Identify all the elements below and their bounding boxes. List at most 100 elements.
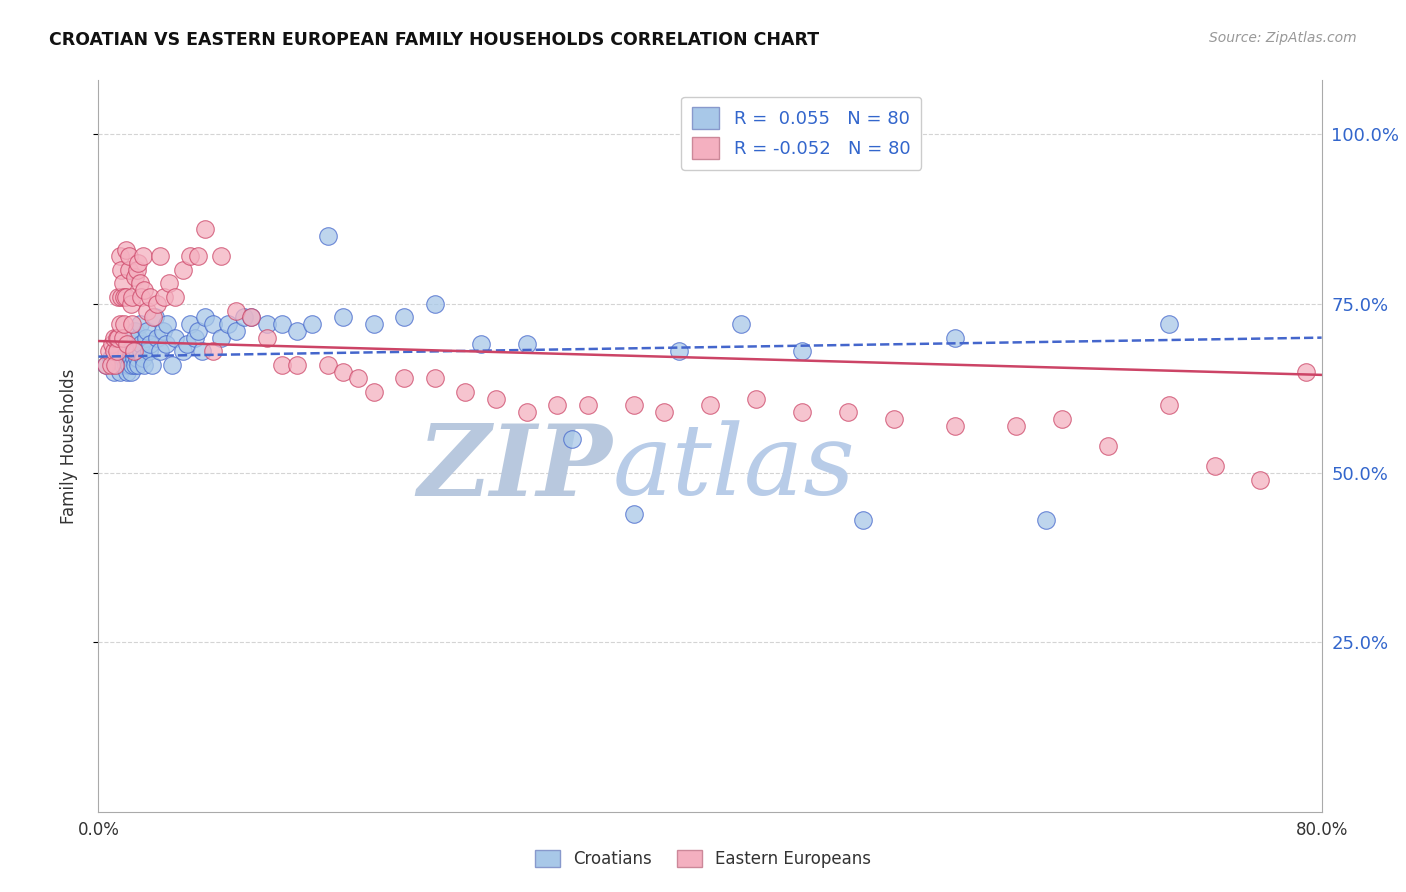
Point <box>134 358 156 372</box>
Point <box>117 364 139 378</box>
Point <box>1249 473 1271 487</box>
Point <box>141 358 163 372</box>
Point <box>202 317 225 331</box>
Point <box>110 263 132 277</box>
Point <box>104 358 127 372</box>
Point <box>172 344 194 359</box>
Point <box>136 324 159 338</box>
Point <box>202 344 225 359</box>
Point <box>115 290 138 304</box>
Point <box>1204 459 1226 474</box>
Point <box>132 351 155 365</box>
Point <box>270 317 292 331</box>
Point <box>107 351 129 365</box>
Point <box>111 358 134 372</box>
Point <box>149 344 172 359</box>
Point <box>94 358 117 372</box>
Point <box>240 310 263 325</box>
Point <box>516 405 538 419</box>
Point <box>730 317 752 331</box>
Point <box>160 358 183 372</box>
Point <box>152 324 174 338</box>
Point <box>115 344 138 359</box>
Point <box>347 371 370 385</box>
Point <box>121 290 143 304</box>
Point <box>1050 412 1073 426</box>
Point <box>118 249 141 263</box>
Point <box>1157 398 1180 412</box>
Point <box>1004 418 1026 433</box>
Point <box>118 351 141 365</box>
Point <box>240 310 263 325</box>
Point <box>153 290 176 304</box>
Point <box>332 310 354 325</box>
Point <box>103 344 125 359</box>
Point <box>124 324 146 338</box>
Point <box>652 405 675 419</box>
Point <box>110 344 132 359</box>
Point <box>124 269 146 284</box>
Point <box>100 351 122 365</box>
Point <box>103 364 125 378</box>
Point <box>1035 514 1057 528</box>
Point <box>172 263 194 277</box>
Point <box>1097 439 1119 453</box>
Point <box>103 331 125 345</box>
Point <box>392 310 416 325</box>
Point <box>363 384 385 399</box>
Point <box>124 358 146 372</box>
Point <box>392 371 416 385</box>
Point <box>132 249 155 263</box>
Point <box>454 384 477 399</box>
Point <box>745 392 768 406</box>
Point <box>163 290 186 304</box>
Point <box>118 263 141 277</box>
Text: Source: ZipAtlas.com: Source: ZipAtlas.com <box>1209 31 1357 45</box>
Point <box>120 364 142 378</box>
Point <box>790 405 813 419</box>
Point <box>256 317 278 331</box>
Point <box>209 331 232 345</box>
Point <box>107 331 129 345</box>
Text: CROATIAN VS EASTERN EUROPEAN FAMILY HOUSEHOLDS CORRELATION CHART: CROATIAN VS EASTERN EUROPEAN FAMILY HOUS… <box>49 31 820 49</box>
Point <box>156 317 179 331</box>
Point <box>108 317 131 331</box>
Point <box>122 351 145 365</box>
Point <box>316 229 339 244</box>
Point <box>332 364 354 378</box>
Point <box>576 398 599 412</box>
Point <box>363 317 385 331</box>
Point <box>128 317 150 331</box>
Point <box>121 358 143 372</box>
Point <box>225 324 247 338</box>
Point <box>118 358 141 372</box>
Point <box>105 331 128 345</box>
Point <box>115 358 138 372</box>
Point <box>129 337 152 351</box>
Point <box>103 344 125 359</box>
Point <box>138 344 160 359</box>
Point <box>112 317 135 331</box>
Point <box>145 331 167 345</box>
Point <box>135 331 157 345</box>
Point <box>883 412 905 426</box>
Point <box>125 351 148 365</box>
Point <box>94 358 117 372</box>
Point <box>107 290 129 304</box>
Point <box>98 344 121 359</box>
Point <box>561 432 583 446</box>
Point <box>128 277 150 291</box>
Point <box>285 324 308 338</box>
Point <box>143 310 166 325</box>
Point <box>100 358 122 372</box>
Point <box>256 331 278 345</box>
Point <box>187 324 209 338</box>
Point <box>111 331 134 345</box>
Point <box>139 337 162 351</box>
Point <box>209 249 232 263</box>
Point <box>316 358 339 372</box>
Point <box>122 344 145 359</box>
Point <box>136 303 159 318</box>
Point <box>194 310 217 325</box>
Point <box>110 337 132 351</box>
